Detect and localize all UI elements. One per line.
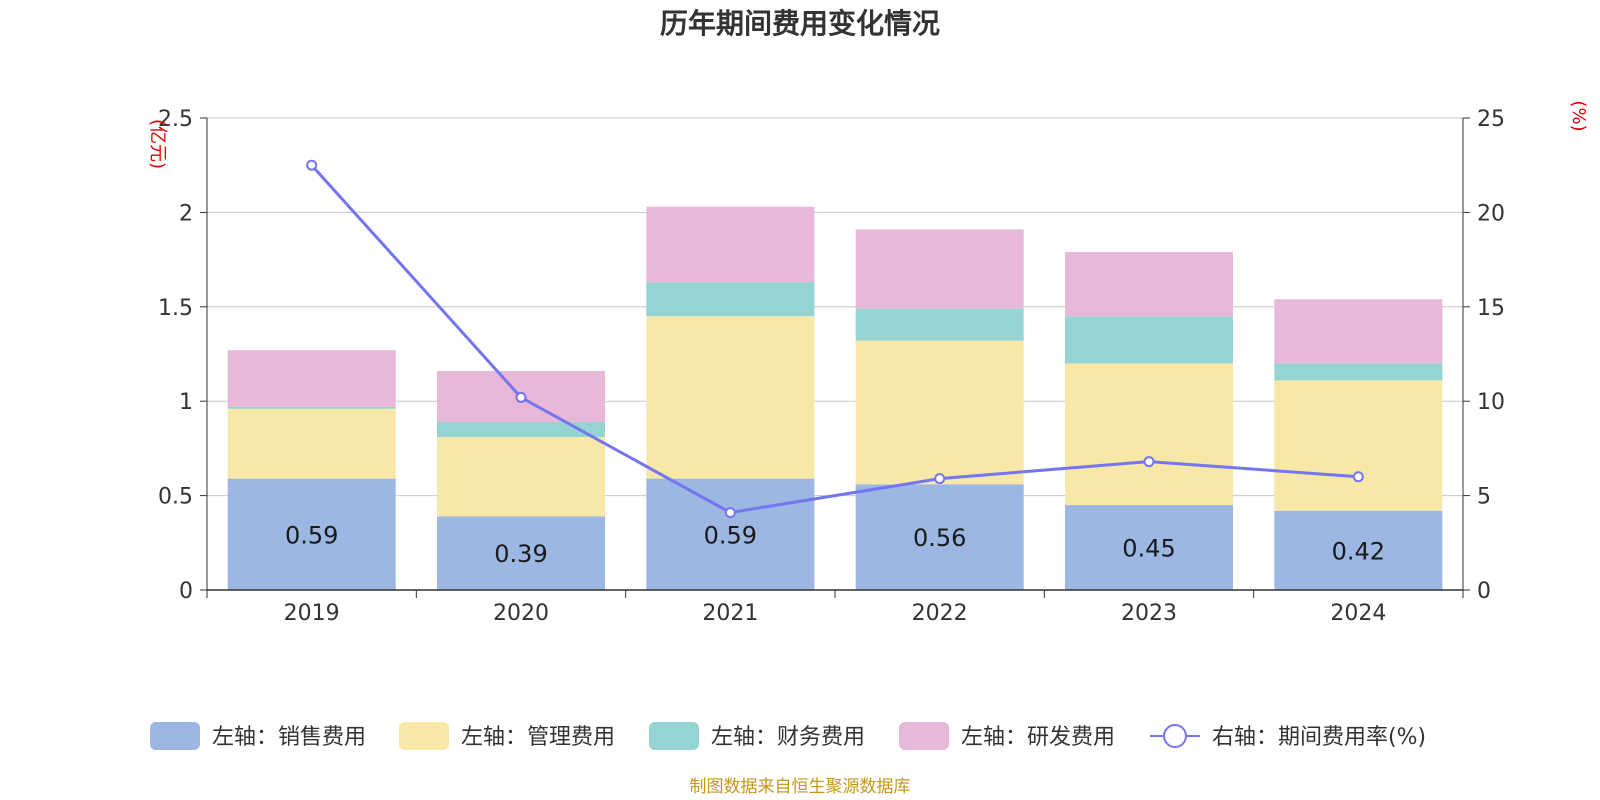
- right-tick-label: 5: [1477, 485, 1491, 510]
- bar-segment-2: [227, 408, 396, 479]
- bar-segment-1: [437, 516, 605, 590]
- bar-segment-2: [1274, 380, 1443, 511]
- right-tick-label: 15: [1477, 296, 1505, 321]
- bar-segment-3: [646, 282, 815, 317]
- bar-segment-4: [227, 350, 396, 407]
- bar-value-label: 0.45: [1122, 535, 1175, 563]
- rate-point: [1352, 471, 1364, 483]
- source-note: 制图数据来自恒生聚源数据库: [690, 777, 911, 797]
- bar-value-label: 0.42: [1332, 537, 1385, 565]
- bar-segment-1: [1065, 505, 1233, 590]
- legend-label: 左轴：财务费用: [711, 725, 865, 750]
- rate-line: [306, 159, 1364, 519]
- bar-segment-2: [646, 316, 815, 479]
- bar-segment-1: [1274, 510, 1443, 590]
- axes: 0 0.5 1 1.5 2 2.5 0 5 10 15 20 25 (亿元) (%) 2019 2020 202…: [147, 100, 1589, 626]
- x-tick-label: 2022: [912, 601, 968, 626]
- right-axis-unit: (%): [1568, 100, 1589, 131]
- right-tick-label: 25: [1477, 107, 1505, 132]
- bar-segment-4: [646, 206, 815, 283]
- x-tick-label: 2020: [493, 601, 549, 626]
- bar-segment-1: [227, 478, 396, 590]
- legend-swatch: [150, 722, 200, 750]
- bar-segment-3: [1065, 316, 1233, 364]
- rate-point: [1143, 456, 1155, 468]
- x-tick-label: 2024: [1330, 601, 1386, 626]
- bar-segment-2: [1065, 363, 1233, 506]
- bar-segment-4: [1065, 252, 1233, 317]
- left-tick-label: 2.5: [158, 107, 193, 132]
- legend-label: 右轴：期间费用率(%): [1212, 725, 1426, 750]
- x-tick-label: 2019: [284, 601, 340, 626]
- legend-marker: [1163, 724, 1187, 748]
- bar-labels: 0.59 0.39 0.59 0.56 0.45 0.42: [285, 521, 1385, 568]
- bar-segment-3: [437, 421, 605, 438]
- bar-segment-3: [227, 406, 396, 409]
- left-tick-label: 1.5: [158, 296, 193, 321]
- bar-segment-1: [646, 478, 815, 590]
- legend-label: 左轴：管理费用: [461, 725, 615, 750]
- rate-point: [515, 391, 527, 403]
- legend-swatch: [399, 722, 449, 750]
- rate-point: [724, 507, 736, 519]
- legend-label: 左轴：研发费用: [961, 725, 1115, 750]
- bar-value-label: 0.56: [913, 524, 966, 552]
- bar-value-label: 0.39: [494, 540, 547, 568]
- bars: [227, 206, 1443, 590]
- bar-value-label: 0.59: [285, 521, 338, 549]
- x-tick-label: 2021: [702, 601, 758, 626]
- rate-point: [934, 473, 946, 485]
- rate-point: [306, 159, 318, 171]
- left-axis-unit: (亿元): [147, 119, 168, 169]
- chart-title: 历年期间费用变化情况: [660, 7, 940, 40]
- bar-segment-2: [437, 437, 605, 517]
- legend-swatch: [899, 722, 949, 750]
- left-tick-label: 2: [179, 201, 193, 226]
- bar-segment-2: [855, 340, 1024, 485]
- right-tick-label: 10: [1477, 390, 1505, 415]
- right-tick-label: 20: [1477, 201, 1505, 226]
- legend-swatch: [649, 722, 699, 750]
- bar-segment-3: [855, 308, 1024, 341]
- legend-label: 左轴：销售费用: [212, 725, 366, 750]
- left-tick-label: 1: [179, 390, 193, 415]
- right-tick-label: 0: [1477, 579, 1491, 604]
- bar-segment-1: [855, 484, 1024, 590]
- grid-lines: [207, 117, 1463, 497]
- bar-segment-4: [1274, 299, 1443, 364]
- bar-segment-3: [1274, 363, 1443, 381]
- rate-line-path: [310, 164, 1359, 515]
- bar-segment-4: [855, 229, 1024, 309]
- x-tick-label: 2023: [1121, 601, 1177, 626]
- left-tick-label: 0: [179, 579, 193, 604]
- bar-value-label: 0.59: [704, 521, 757, 549]
- legend: 左轴：销售费用 左轴：管理费用 左轴：财务费用 左轴：研发费用 右轴：期间费用率(%): [150, 722, 1426, 750]
- left-tick-label: 0.5: [158, 485, 193, 510]
